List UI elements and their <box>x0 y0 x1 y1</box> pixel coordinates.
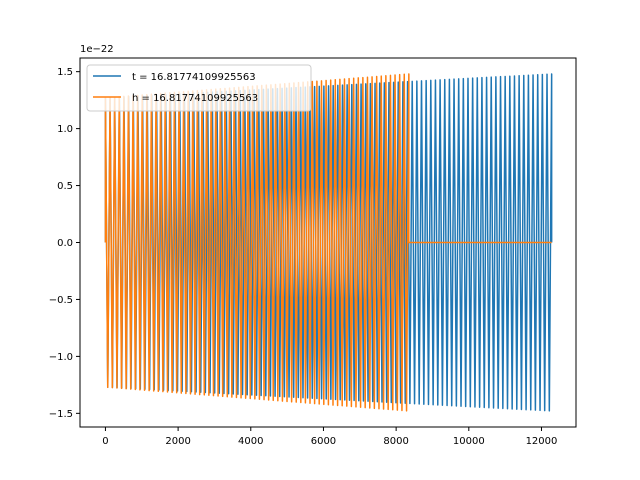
y-tick-label: 0.5 <box>57 181 73 192</box>
y-scale-label: 1e−22 <box>80 44 114 55</box>
y-tick-label: −1.0 <box>49 352 73 363</box>
series-layer <box>104 73 553 412</box>
x-tick-label: 2000 <box>165 436 190 447</box>
x-tick-label: 4000 <box>238 436 263 447</box>
legend: t = 16.81774109925563 h = 16.81774109925… <box>86 64 312 112</box>
x-tick-label: 0 <box>102 436 108 447</box>
legend-box <box>86 64 312 112</box>
y-axis: −1.5 −1.0 −0.5 0.0 0.5 1.0 1.5 <box>49 67 80 420</box>
y-tick-label: −0.5 <box>49 295 73 306</box>
x-tick-label: 12000 <box>526 436 558 447</box>
legend-label-h: h = 16.81774109925563 <box>132 93 258 104</box>
series-line-h <box>104 73 552 412</box>
series-line-t <box>104 73 553 412</box>
y-tick-label: −1.5 <box>49 409 73 420</box>
x-tick-label: 8000 <box>383 436 408 447</box>
y-tick-label: 1.5 <box>57 67 73 78</box>
y-tick-label: 0.0 <box>57 238 73 249</box>
x-tick-label: 10000 <box>453 436 485 447</box>
x-tick-label: 6000 <box>311 436 336 447</box>
x-axis: 0 2000 4000 6000 8000 10000 12000 <box>102 427 557 447</box>
legend-label-t: t = 16.81774109925563 <box>132 72 256 83</box>
y-tick-label: 1.0 <box>57 124 73 135</box>
